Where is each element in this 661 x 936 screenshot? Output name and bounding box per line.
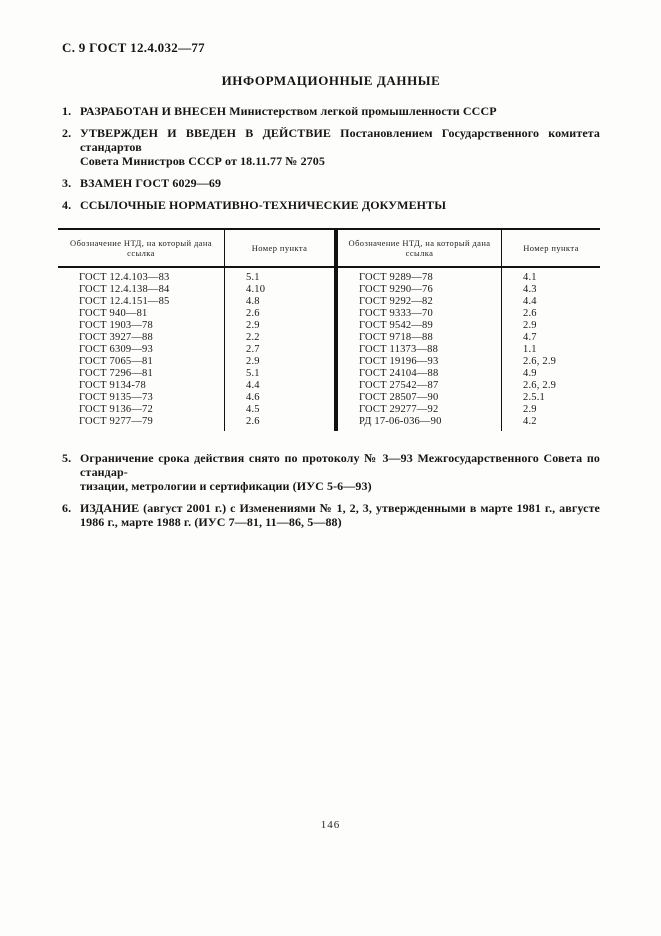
table-cell: ГОСТ 12.4.138—84	[58, 284, 225, 296]
table-header-cell: Обозначение НТД, на который дана ссылка	[338, 230, 502, 268]
item-text: тизации, метрологии и сертификации (ИУС …	[80, 479, 372, 493]
table-cell: 4.7	[523, 332, 537, 343]
page-number: 146	[320, 819, 341, 831]
item-text: ССЫЛОЧНЫЕ НОРМАТИВНО-ТЕХНИЧЕСКИЕ ДОКУМЕН…	[80, 198, 447, 212]
list-item: 6. ИЗДАНИЕ (август 2001 г.) с Изменениям…	[62, 501, 600, 529]
numbered-items-top: 1. РАЗРАБОТАН И ВНЕСЕН Министерством лег…	[62, 104, 600, 212]
table-cell: 2.6, 2.9	[523, 356, 557, 367]
table-cell: 4.4	[225, 380, 338, 392]
item-text: Ограничение срока действия снято по прот…	[80, 451, 600, 479]
page-title: ИНФОРМАЦИОННЫЕ ДАННЫЕ	[221, 73, 441, 88]
table-cell: 2.9	[225, 356, 338, 368]
table-cell: 2.6	[225, 308, 338, 320]
item-text: Совета Министров СССР от 18.11.77 № 2705	[80, 154, 325, 168]
list-item: 4. ССЫЛОЧНЫЕ НОРМАТИВНО-ТЕХНИЧЕСКИЕ ДОКУ…	[62, 198, 600, 212]
list-item: 1. РАЗРАБОТАН И ВНЕСЕН Министерством лег…	[62, 104, 600, 118]
table-cell: 5.1	[225, 368, 338, 380]
table-cell: 2.5.1	[523, 392, 545, 403]
table-cell: 5.1	[225, 268, 338, 284]
table-cell: ГОСТ 940—81	[58, 308, 225, 320]
table-cell: 2.9	[523, 320, 537, 331]
table-cell: 4.3	[523, 284, 537, 295]
table-cell: ГОСТ 9136—72	[58, 404, 225, 416]
list-item: 2. УТВЕРЖДЕН И ВВЕДЕН В ДЕЙСТВИЕ Постано…	[62, 126, 600, 168]
item-text: ВЗАМЕН ГОСТ 6029—69	[80, 176, 222, 190]
table-cell: 4.10	[225, 284, 338, 296]
table-cell: 2.9	[225, 320, 338, 332]
table-cell: ГОСТ 19196—93	[338, 356, 502, 368]
table-cell: 4.8	[225, 296, 338, 308]
table-cell: 2.7	[225, 344, 338, 356]
table-cell: 4.1	[523, 272, 537, 283]
references-table: Обозначение НТД, на который дана ссылка …	[58, 228, 600, 431]
table-cell: 1.1	[523, 344, 537, 355]
table-cell: ГОСТ 7065—81	[58, 356, 225, 368]
table-cell: ГОСТ 12.4.151—85	[58, 296, 225, 308]
table-cell: ГОСТ 9134-78	[58, 380, 225, 392]
table-cell: ГОСТ 9289—78	[338, 268, 502, 284]
table-cell: ГОСТ 9135—73	[58, 392, 225, 404]
table-cell: 2.2	[225, 332, 338, 344]
table-cell: ГОСТ 9542—89	[338, 320, 502, 332]
table-cell: ГОСТ 9290—76	[338, 284, 502, 296]
item-text: ИЗДАНИЕ (август 2001 г.) с Изменениями №…	[80, 501, 600, 515]
table-cell: 4.5	[225, 404, 338, 416]
item-text: РАЗРАБОТАН И ВНЕСЕН Министерством легкой…	[80, 104, 497, 118]
table-header-cell: Номер пункта	[225, 230, 338, 268]
numbered-items-bottom: 5. Ограничение срока действия снято по п…	[62, 451, 600, 529]
table-cell: ГОСТ 27542—87	[338, 380, 502, 392]
table-cell: ГОСТ 9292—82	[338, 296, 502, 308]
table-cell: 4.9	[523, 368, 537, 379]
table-cell: 4.2	[523, 416, 537, 427]
table-header-cell: Номер пункта	[502, 230, 600, 268]
table-cell: ГОСТ 3927—88	[58, 332, 225, 344]
table-cell: 2.6, 2.9	[523, 380, 557, 391]
item-text: УТВЕРЖДЕН И ВВЕДЕН В ДЕЙСТВИЕ Постановле…	[80, 126, 600, 154]
item-number: 6.	[62, 501, 72, 515]
table-cell: ГОСТ 9718—88	[338, 332, 502, 344]
table-cell: ГОСТ 7296—81	[58, 368, 225, 380]
item-text: 1986 г., марте 1988 г. (ИУС 7—81, 11—86,…	[80, 515, 342, 529]
table-cell: ГОСТ 12.4.103—83	[58, 268, 225, 284]
table-cell: ГОСТ 9333—70	[338, 308, 502, 320]
item-number: 2.	[62, 126, 72, 140]
table-cell: ГОСТ 6309—93	[58, 344, 225, 356]
list-item: 3. ВЗАМЕН ГОСТ 6029—69	[62, 176, 600, 190]
table-cell: ГОСТ 29277—92	[338, 404, 502, 416]
table-cell: 2.9	[523, 404, 537, 415]
table-cell: ГОСТ 9277—79	[58, 416, 225, 431]
table-cell: РД 17-06-036—90	[338, 416, 502, 431]
list-item: 5. Ограничение срока действия снято по п…	[62, 451, 600, 493]
page-content: С. 9 ГОСТ 12.4.032—77 ИНФОРМАЦИОННЫЕ ДАН…	[58, 40, 600, 529]
table-cell: 4.6	[225, 392, 338, 404]
table-header-cell: Обозначение НТД, на который дана ссылка	[58, 230, 225, 268]
running-header: С. 9 ГОСТ 12.4.032—77	[62, 40, 205, 55]
table-cell: ГОСТ 28507—90	[338, 392, 502, 404]
table-cell: ГОСТ 1903—78	[58, 320, 225, 332]
item-number: 5.	[62, 451, 72, 465]
table-cell: ГОСТ 11373—88	[338, 344, 502, 356]
table-cell: ГОСТ 24104—88	[338, 368, 502, 380]
item-number: 4.	[62, 198, 72, 212]
item-number: 1.	[62, 104, 72, 118]
table-cell: 2.6	[523, 308, 537, 319]
item-number: 3.	[62, 176, 72, 190]
table-cell: 4.4	[523, 296, 537, 307]
table-cell: 2.6	[225, 416, 338, 431]
